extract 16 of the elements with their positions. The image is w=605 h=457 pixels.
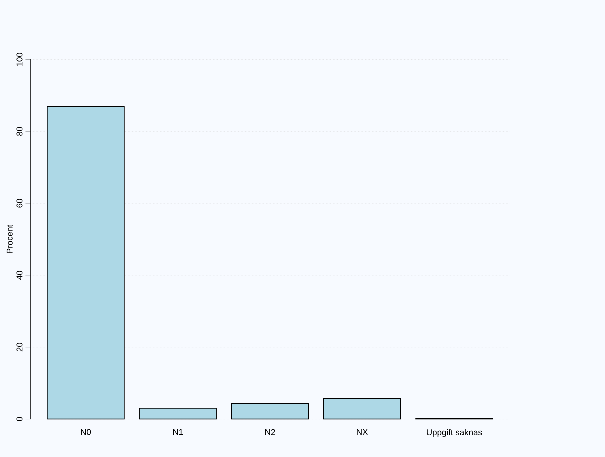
y-axis-title: Procent [6, 224, 13, 254]
bar [139, 408, 217, 420]
y-tick-label: 0 [16, 417, 23, 422]
bar [47, 106, 125, 420]
bar [231, 403, 310, 420]
x-tick-label: NX [357, 429, 368, 436]
x-tick-label: N0 [81, 429, 92, 436]
x-tick-label: N2 [266, 429, 276, 436]
bar [324, 398, 402, 420]
y-tick-label: 80 [16, 127, 23, 136]
y-tick-label: 100 [16, 52, 23, 66]
y-tick-label: 20 [16, 342, 23, 352]
x-tick-label: Uppgift saknas [427, 429, 482, 438]
y-tick-label: 40 [16, 271, 23, 280]
x-tick-label: N1 [173, 429, 184, 436]
y-tick-label: 60 [16, 199, 23, 208]
